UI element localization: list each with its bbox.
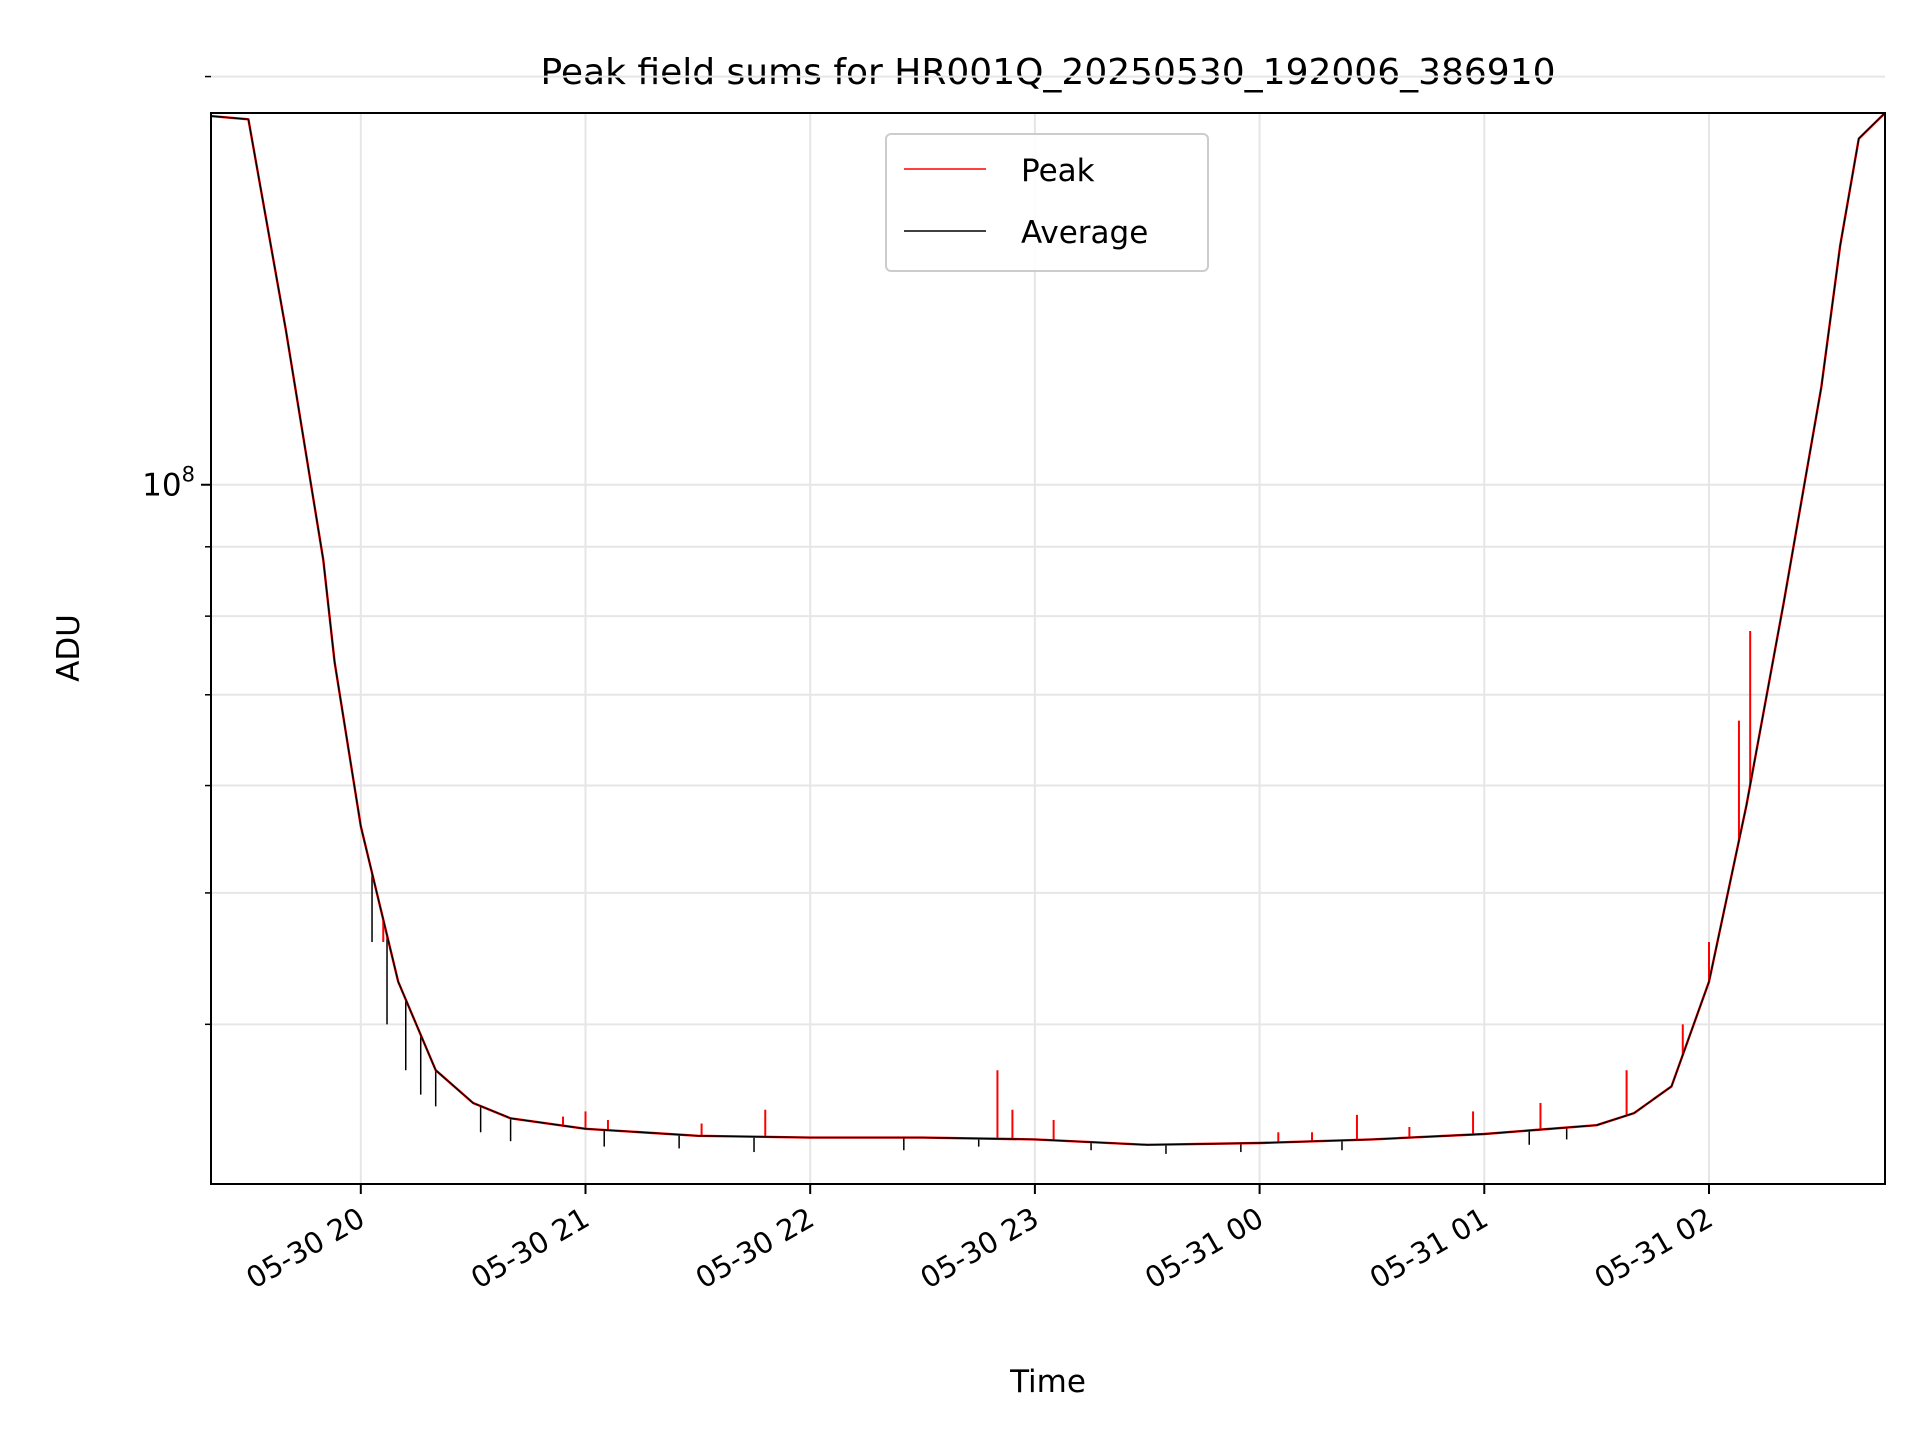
spikes <box>371 631 1752 1154</box>
x-tick-label: 05-30 21 <box>465 1201 595 1296</box>
series-line-average <box>210 112 1886 1146</box>
plot-frame <box>210 112 1886 1185</box>
legend: Peak Average <box>885 133 1209 272</box>
x-tick-label: 05-31 02 <box>1589 1201 1719 1296</box>
series <box>210 112 1886 1147</box>
x-tick-label: 05-31 00 <box>1139 1201 1269 1296</box>
x-tick-label: 05-31 01 <box>1364 1201 1494 1296</box>
y-axis-label: ADU <box>51 614 87 682</box>
y-tick-label: 108 <box>142 463 195 504</box>
x-tick-label: 05-30 22 <box>690 1201 820 1296</box>
legend-label-average: Average <box>1021 215 1148 251</box>
chart-title: Peak field sums for HR001Q_20250530_1920… <box>540 52 1555 93</box>
x-tick-label: 05-30 20 <box>240 1201 370 1296</box>
x-tick-label: 05-30 23 <box>914 1201 1044 1296</box>
x-axis-label: Time <box>1009 1364 1086 1400</box>
legend-label-peak: Peak <box>1021 153 1095 189</box>
grid <box>211 75 1885 1184</box>
